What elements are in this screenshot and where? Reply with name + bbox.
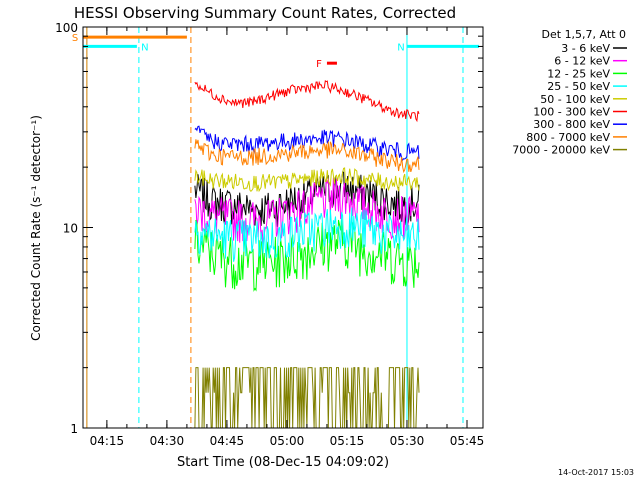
footer-timestamp: 14-Oct-2017 15:03: [558, 468, 634, 477]
series-line-7: [194, 139, 420, 174]
series-line-6: [194, 125, 420, 161]
flag-label-1: N: [141, 42, 148, 53]
legend-label-8: 7000 - 20000 keV: [512, 144, 610, 157]
y-tick-label: 1: [70, 422, 78, 436]
flag-label-0: S: [72, 33, 78, 44]
x-tick-label: 05:30: [390, 434, 425, 448]
series-line-3: [194, 207, 420, 262]
legend-label-3: 25 - 50 keV: [547, 80, 610, 93]
y-tick-label: 10: [63, 222, 78, 236]
flag-label-2: N: [397, 42, 404, 53]
x-tick-label: 04:45: [210, 434, 245, 448]
legend-label-5: 100 - 300 keV: [533, 106, 610, 119]
x-tick-label: 04:15: [90, 434, 125, 448]
flag-label-3: F: [316, 59, 322, 70]
x-tick-label: 04:30: [150, 434, 185, 448]
x-tick-label: 05:00: [270, 434, 305, 448]
legend-label-6: 300 - 800 keV: [533, 118, 610, 131]
legend-label-2: 12 - 25 keV: [547, 67, 610, 80]
legend-header: Det 1,5,7, Att 0: [542, 28, 626, 41]
legend-label-0: 3 - 6 keV: [561, 42, 610, 55]
series-line-5: [194, 80, 420, 123]
chart-title: HESSI Observing Summary Count Rates, Cor…: [74, 4, 456, 22]
series-line-1: [194, 177, 420, 244]
y-tick-label: 100: [55, 21, 78, 35]
y-axis-label: Corrected Count Rate (s⁻¹ detector⁻¹): [29, 115, 43, 341]
legend-label-1: 6 - 12 keV: [554, 55, 610, 68]
legend-label-4: 50 - 100 keV: [540, 93, 610, 106]
x-tick-label: 05:45: [450, 434, 485, 448]
x-axis-label: Start Time (08-Dec-15 04:09:02): [177, 455, 389, 470]
x-tick-label: 05:15: [330, 434, 365, 448]
series-line-2: [194, 218, 420, 292]
series-line-4: [194, 167, 420, 193]
legend-label-7: 800 - 7000 keV: [526, 131, 610, 144]
